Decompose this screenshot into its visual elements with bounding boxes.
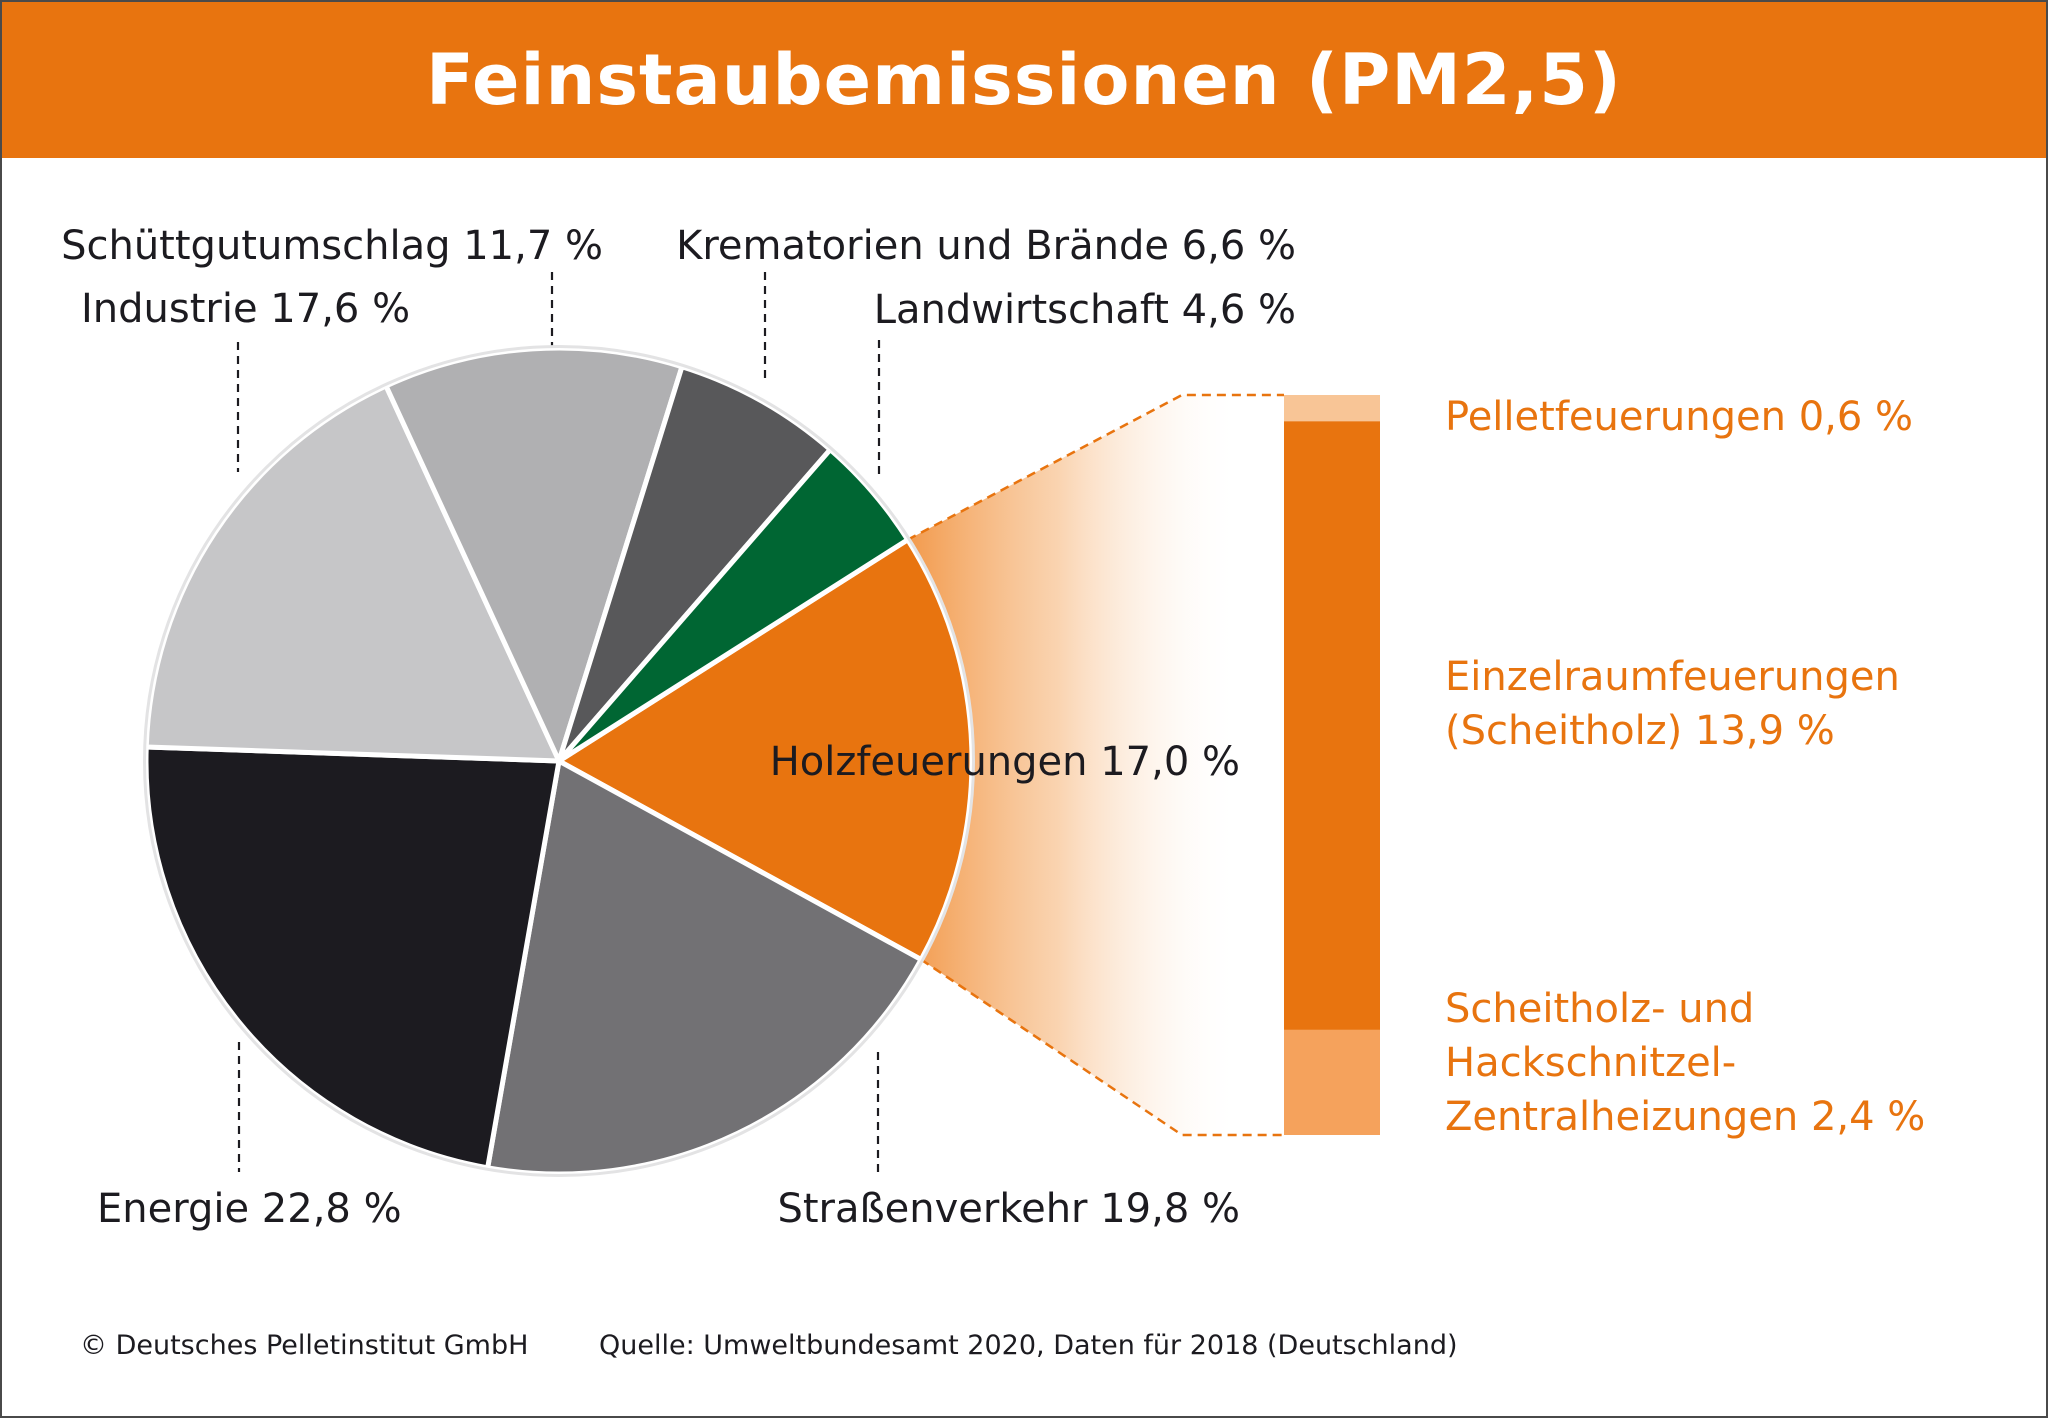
title-bar: Feinstaubemissionen (PM2,5) bbox=[2, 2, 2046, 158]
pie-label-krematorien-und-braende: Krematorien und Brände 6,6 % bbox=[676, 223, 1296, 269]
zoom-line-bottom bbox=[920, 958, 1284, 1137]
zoom-gradient bbox=[907, 395, 1242, 1135]
zoom-line-top bbox=[907, 393, 1284, 541]
zoom-connector bbox=[907, 393, 1284, 1137]
pie-slice-landwirtschaft bbox=[556, 447, 911, 764]
pie-outline bbox=[143, 345, 975, 1177]
leader-lines bbox=[236, 272, 881, 1177]
bar-label-pelletfeuerungen: Pelletfeuerungen 0,6 % bbox=[1445, 394, 1913, 440]
chart-title: Feinstaubemissionen (PM2,5) bbox=[426, 39, 1622, 121]
bar-segment-scheitholz-und-hackschnitzel-zentralheizungen bbox=[1284, 1029, 1380, 1135]
pie-slice-strassenverkehr bbox=[485, 758, 924, 1177]
stacked-bar bbox=[1284, 395, 1380, 1135]
copyright-note: © Deutsches Pelletinstitut GmbH bbox=[80, 1330, 529, 1361]
pie-label-schuettgutumschlag: Schüttgutumschlag 11,7 % bbox=[61, 223, 603, 269]
source-note: Quelle: Umweltbundesamt 2020, Daten für … bbox=[599, 1330, 1458, 1361]
pie-slice-energie bbox=[143, 744, 562, 1171]
pie-label-strassenverkehr: Straßenverkehr 19,8 % bbox=[777, 1186, 1240, 1232]
pie-label-energie: Energie 22,8 % bbox=[97, 1186, 402, 1232]
pie-label-holzfeuerungen: Holzfeuerungen 17,0 % bbox=[770, 739, 1240, 785]
bar-label-einzelraumfeuerungen-scheitholz: Einzelraumfeuerungen (Scheitholz) 13,9 % bbox=[1445, 654, 1900, 754]
bar-segment-pelletfeuerungen bbox=[1284, 395, 1380, 422]
bar-segment-einzelraumfeuerungen-scheitholz bbox=[1284, 421, 1380, 1030]
pie-slice-holzfeuerungen bbox=[556, 537, 975, 963]
pie-slice-krematorien-und-braende bbox=[556, 364, 833, 764]
pie-slice-industrie bbox=[143, 383, 562, 764]
pie-label-industrie: Industrie 17,6 % bbox=[81, 286, 410, 332]
pie-chart bbox=[143, 345, 975, 1177]
pie-slice-schuettgutumschlag bbox=[383, 345, 685, 764]
bar-label-scheitholz-und-hackschnitzel-zentralheizungen: Scheitholz- und Hackschnitzel-Zentralheiz… bbox=[1445, 986, 1925, 1140]
labels: Holzfeuerungen 17,0 % Straßenverkehr 19,8… bbox=[61, 223, 1925, 1232]
pie-label-landwirtschaft: Landwirtschaft 4,6 % bbox=[874, 287, 1296, 333]
